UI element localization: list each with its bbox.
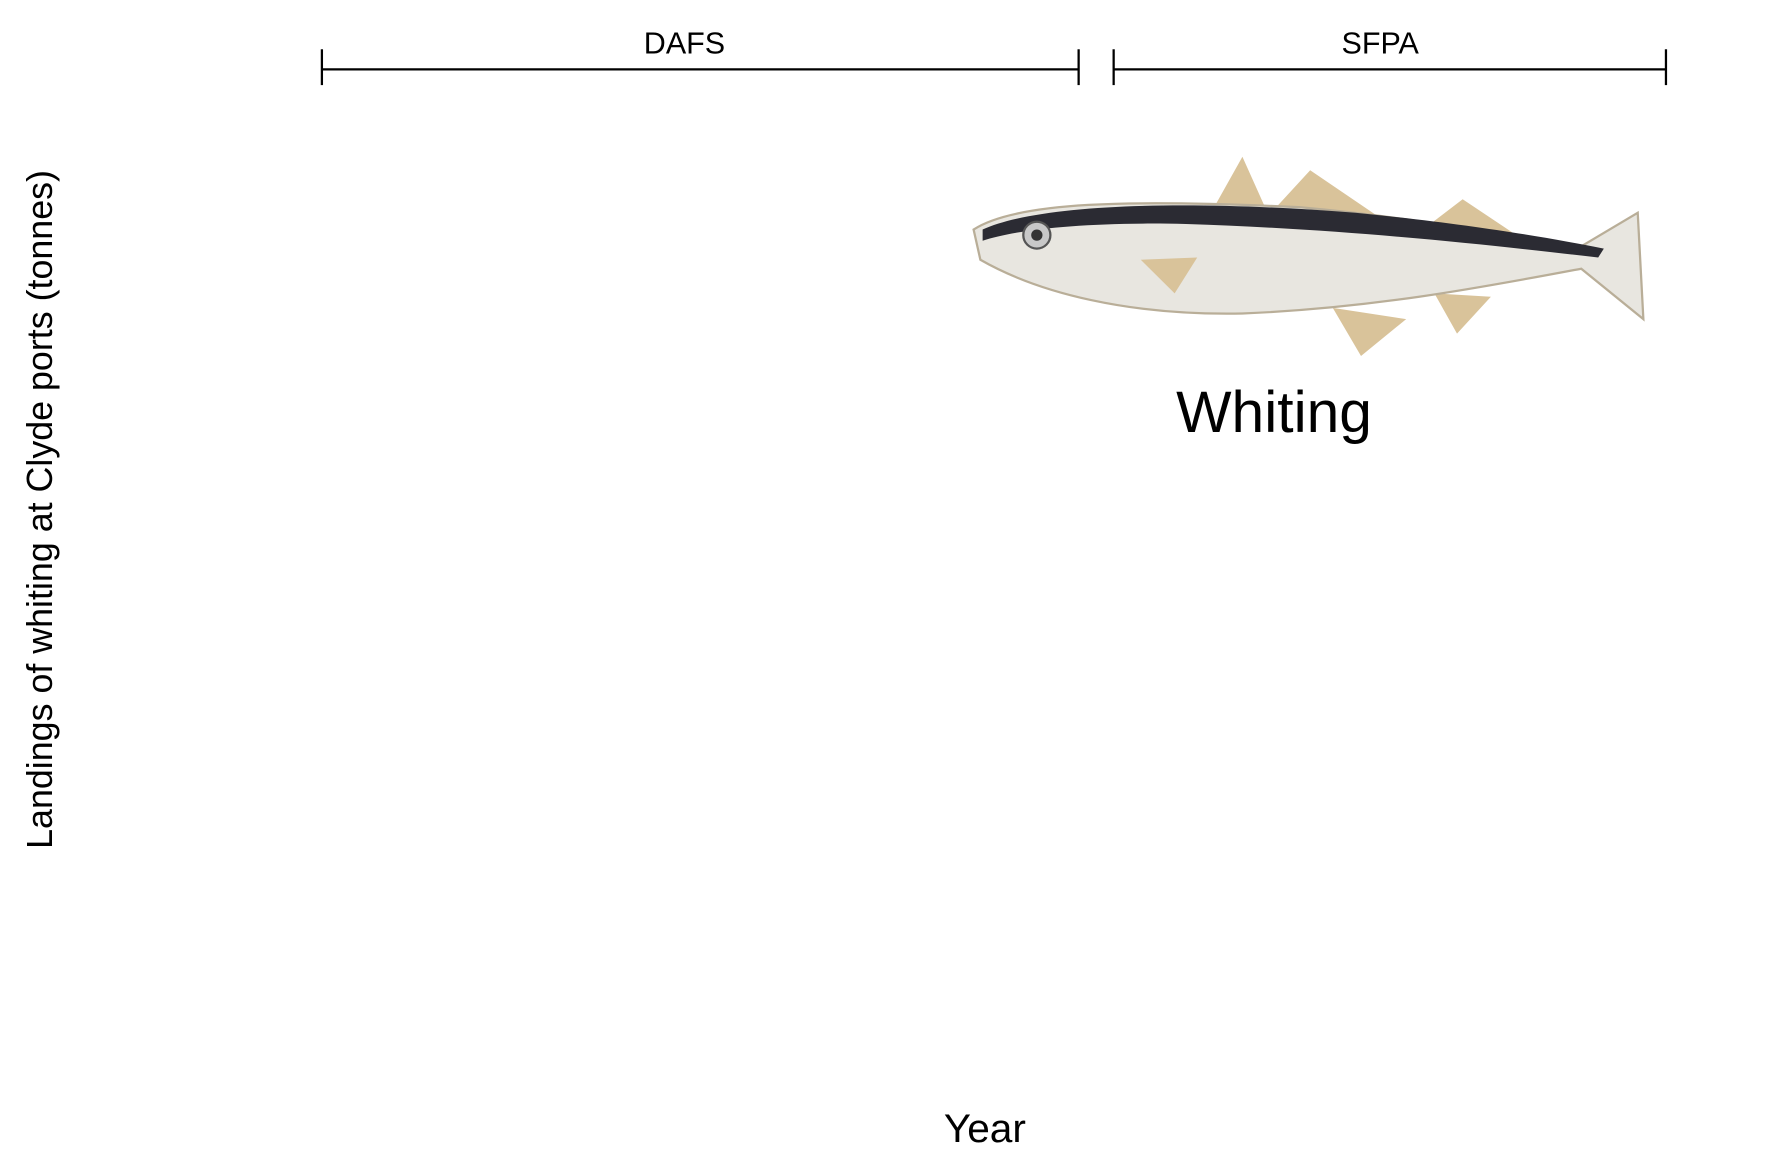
fish-illustration xyxy=(972,156,1645,357)
x-axis-title: Year xyxy=(944,1105,1026,1151)
annotation: DAFS xyxy=(644,28,725,61)
annotation: Whiting xyxy=(1176,380,1372,445)
period-brackets xyxy=(320,49,1668,86)
annotation: SFPA xyxy=(1342,28,1420,61)
y-axis-title: Landings of whiting at Clyde ports (tonn… xyxy=(19,170,60,849)
